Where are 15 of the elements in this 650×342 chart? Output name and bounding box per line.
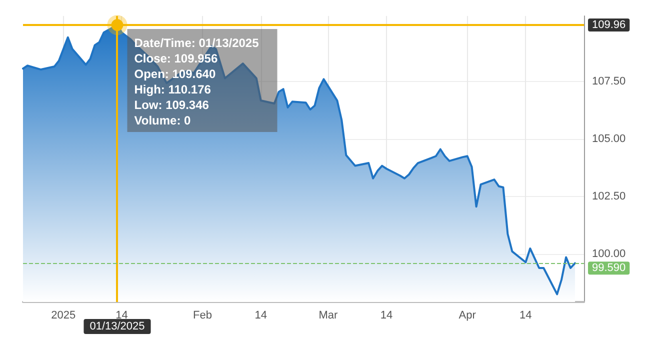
y-tick-label: 107.50: [592, 75, 626, 88]
x-tick-label: 2025: [51, 310, 76, 322]
x-tick-label: Feb: [193, 310, 212, 322]
y-tick-label: 105.00: [592, 132, 626, 145]
y-tick-label: 102.50: [592, 190, 626, 202]
x-tick-label: 14: [254, 310, 267, 322]
ref-line-label: 99.590: [592, 262, 626, 274]
x-tick-label: Apr: [458, 310, 476, 322]
x-tick-label: 14: [380, 310, 393, 322]
ref-line-label: 01/13/2025: [90, 320, 145, 332]
x-tick-label: 14: [116, 310, 128, 322]
ref-line-label: 109.96: [592, 18, 626, 31]
x-tick-label: Mar: [318, 310, 338, 322]
y-tick-label: 100.00: [592, 248, 626, 260]
x-tick-label: 14: [520, 310, 532, 322]
